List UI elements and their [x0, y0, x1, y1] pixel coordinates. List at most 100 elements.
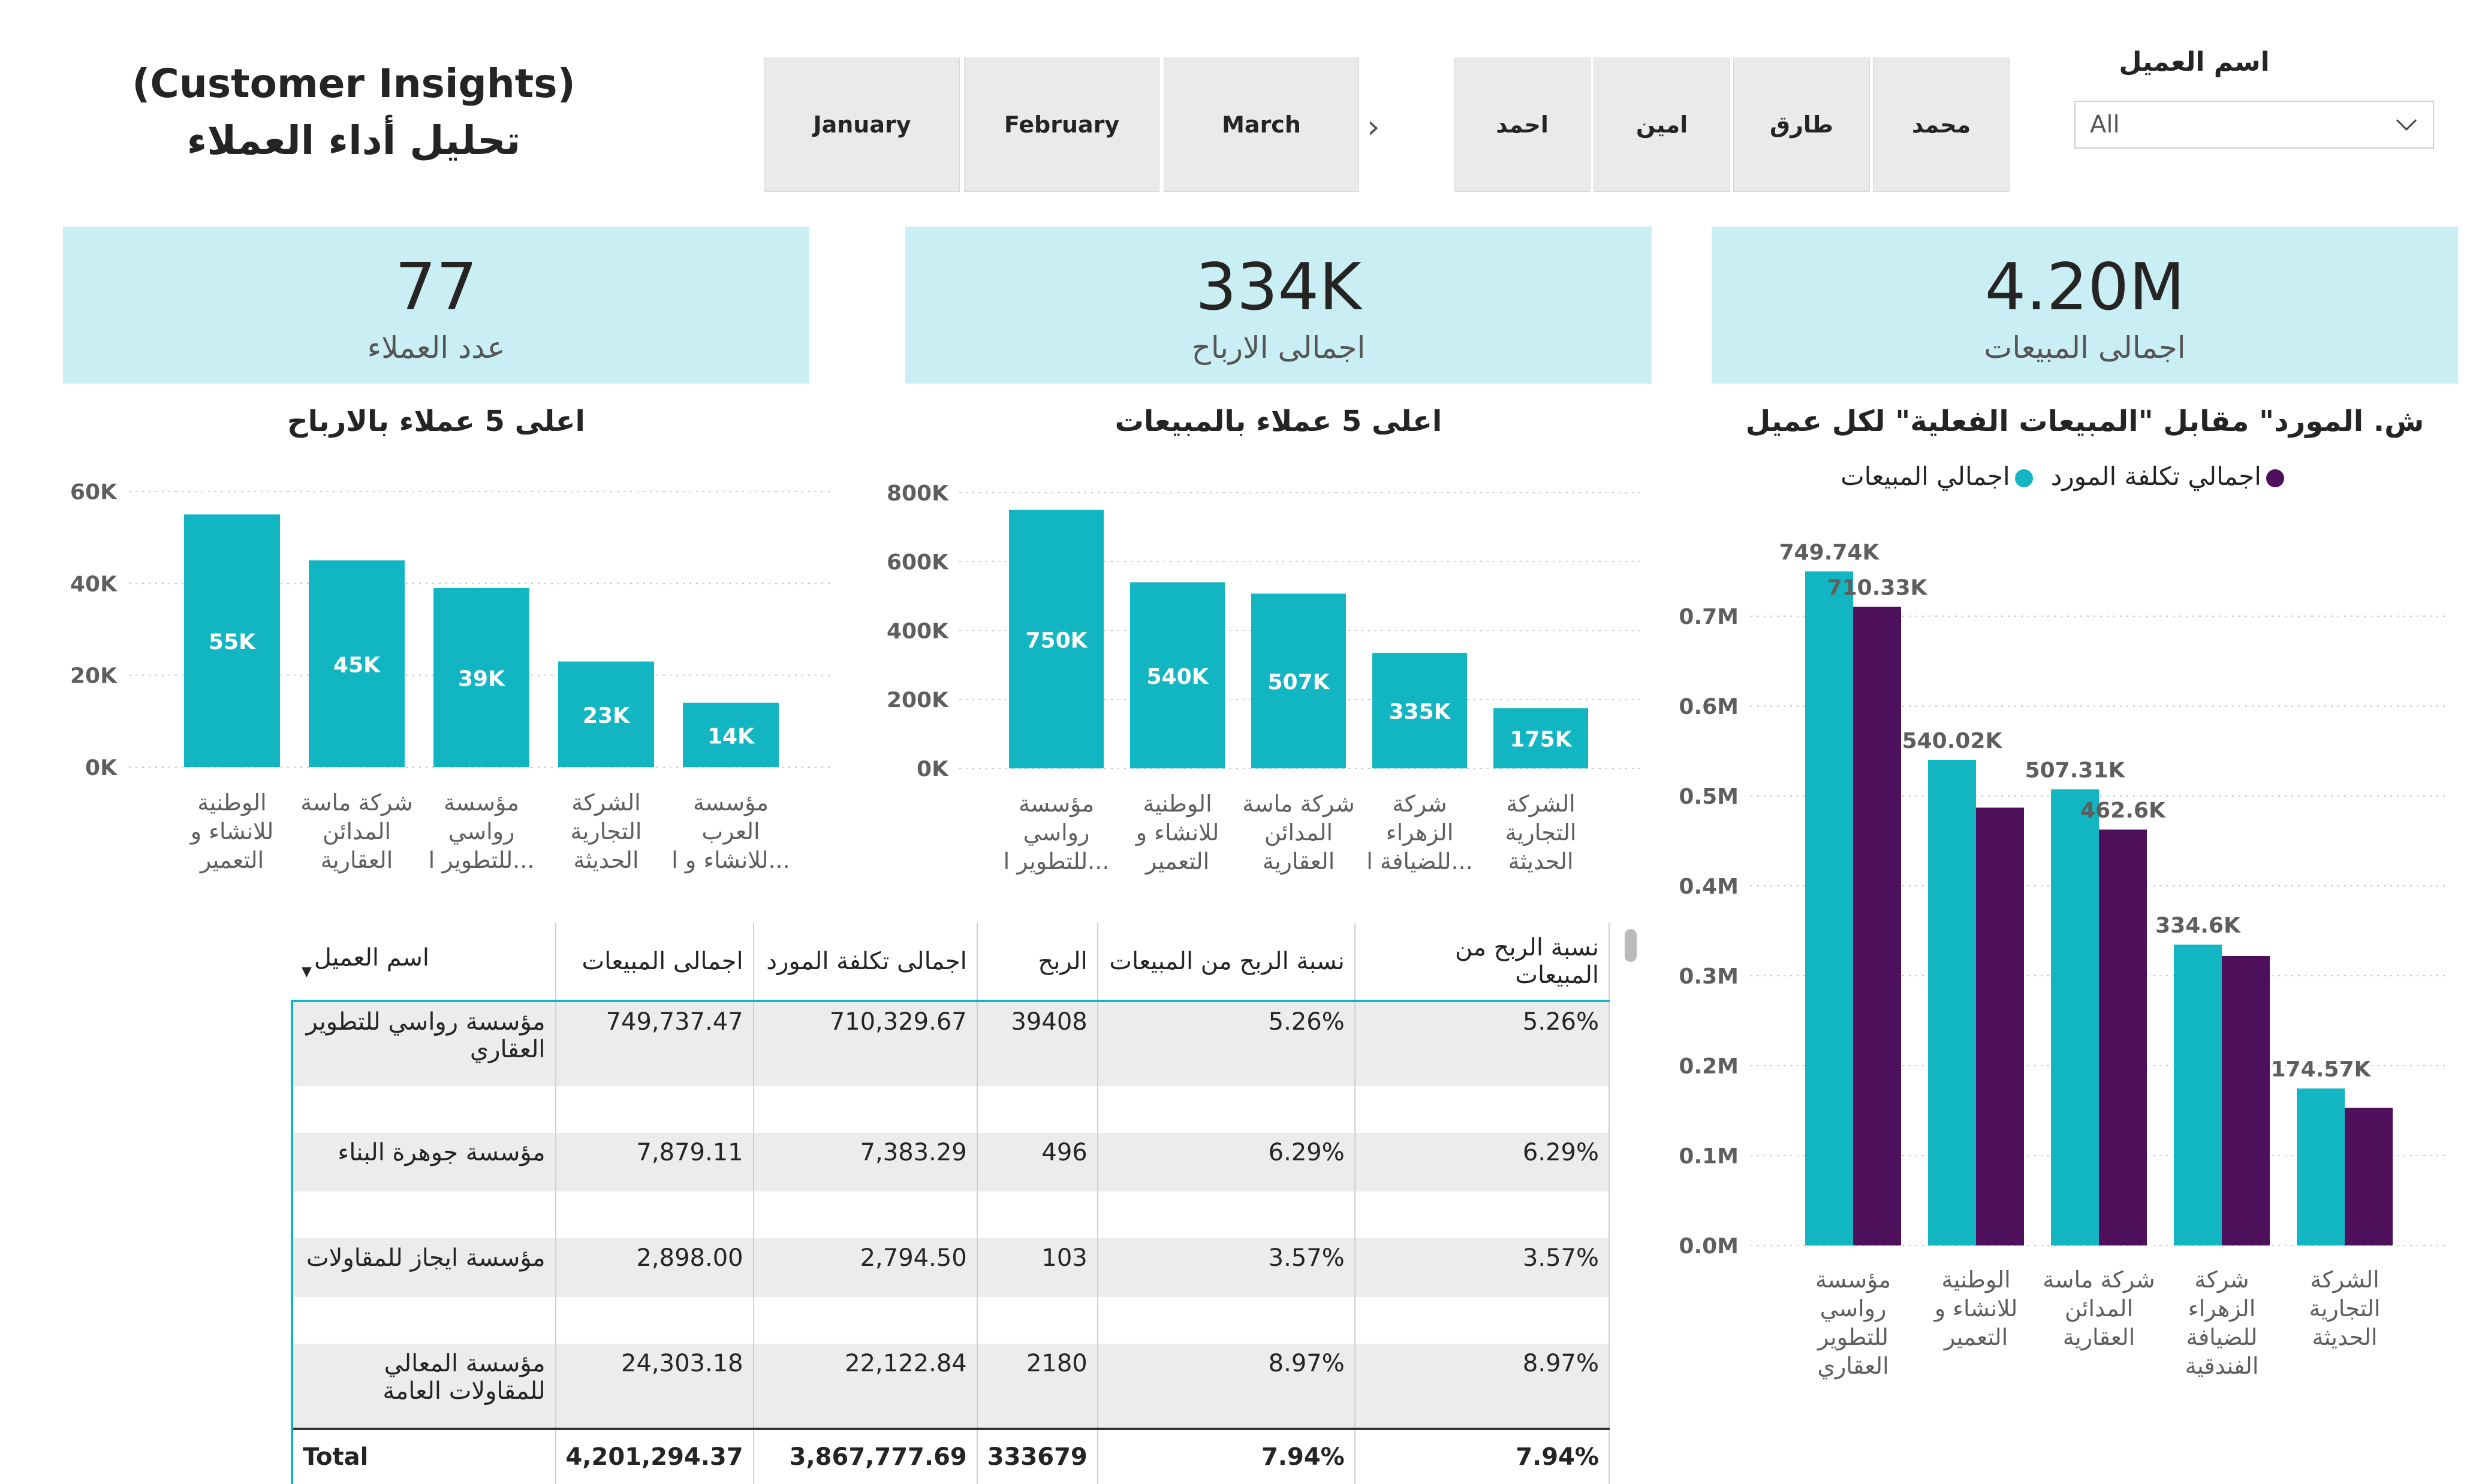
column-header-customer[interactable]: ▼ اسم العميل	[292, 923, 556, 1002]
bar-data-label: 507K	[1267, 670, 1330, 695]
table-scrollbar[interactable]	[1625, 929, 1637, 962]
x-tick-label: للضيافة	[2186, 1324, 2258, 1350]
x-tick-label: المدائن	[1264, 819, 1333, 846]
bar-cost	[2222, 956, 2270, 1245]
y-tick-label: 0K	[917, 757, 949, 782]
sort-arrow-icon[interactable]: ▼	[302, 964, 312, 979]
month-button-march[interactable]: March	[1164, 58, 1359, 192]
kpi-profit-label: اجمالى الارباح	[1191, 330, 1366, 365]
x-tick-label: التجارية	[1505, 819, 1576, 846]
x-tick-label: المدائن	[2065, 1295, 2133, 1322]
x-tick-label: التعمير	[199, 847, 264, 874]
month-button-february[interactable]: February	[964, 58, 1159, 192]
x-tick-label: للانشاء و	[1135, 819, 1219, 846]
x-tick-label: رواسي	[448, 818, 515, 845]
report-title: (Customer Insights) تحليل أداء العملاء	[108, 57, 600, 171]
bar-data-label: 710.33K	[1827, 576, 1928, 601]
kpi-profit-value: 334K	[1195, 250, 1362, 325]
x-tick-label: العقاري	[1817, 1353, 1888, 1379]
y-tick-label: 0.3M	[1679, 964, 1739, 989]
bar-cost	[2099, 830, 2147, 1245]
y-tick-label: 0.1M	[1679, 1144, 1739, 1169]
name-button-tarek[interactable]: طارق	[1733, 58, 1870, 192]
x-tick-label: الحديثة	[1508, 848, 1573, 874]
bar	[309, 560, 405, 767]
bar-cost	[1853, 607, 1901, 1245]
name-button-ahmed[interactable]: احمد	[1454, 58, 1591, 192]
x-tick-label: المدائن	[323, 818, 391, 845]
x-tick-label: العقارية	[2063, 1324, 2135, 1350]
x-tick-label: مؤسسة	[693, 789, 769, 816]
y-tick-label: 0.0M	[1679, 1234, 1739, 1259]
bar	[1251, 593, 1346, 768]
x-tick-label: العقارية	[321, 847, 393, 873]
legend-item-sales: اجمالي المبيعات	[1841, 462, 2033, 491]
bar	[1130, 582, 1225, 768]
bar-data-label: 39K	[458, 667, 505, 692]
x-tick-label: الشركة	[1506, 791, 1575, 818]
x-tick-label: الوطنية	[197, 789, 266, 816]
kpi-card-customers: 77 عدد العملاء	[63, 227, 809, 384]
kpi-card-sales: 4.20M اجمالى المبيعات	[1712, 227, 2458, 384]
chart-compare-legend: اجمالي تكلفة المورد اجمالي المبيعات	[1787, 462, 2338, 491]
x-tick-label: الوطنية	[1941, 1266, 2010, 1293]
chevron-down-icon	[2396, 119, 2417, 131]
x-tick-label: للتطوير ا...	[1004, 848, 1110, 875]
name-button-mohamed[interactable]: محمد	[1873, 58, 2010, 192]
month-button-january[interactable]: January	[764, 58, 960, 192]
chart-sales: 0K 200K 400K 600K 800K 750K مؤسسةرواسيللتطوير …	[887, 481, 1643, 875]
kpi-customers-value: 77	[394, 250, 478, 325]
customer-filter-label: اسم العميل	[2119, 47, 2270, 77]
bar-data-label: 507.31K	[2025, 758, 2126, 783]
bar-data-label: 750K	[1025, 628, 1088, 653]
column-header-margin[interactable]: نسبة الربح من المبيعات	[1097, 923, 1356, 1002]
y-tick-label: 600K	[887, 550, 949, 575]
chart-sales-title: اعلى 5 عملاء بالمبيعات	[1115, 405, 1442, 438]
column-header-cost[interactable]: اجمالى تكلفة المورد	[753, 923, 978, 1002]
x-tick-label: التجارية	[2309, 1295, 2380, 1322]
bar-sales	[1928, 759, 1976, 1245]
kpi-sales-value: 4.20M	[1984, 250, 2185, 325]
x-tick-label: العقارية	[1263, 848, 1335, 874]
table-row[interactable]: مؤسسة ايجاز للمقاولات 2,898.00 2,794.50 …	[291, 1238, 1610, 1297]
x-tick-label: للانشاء و	[1933, 1295, 2018, 1322]
table-row[interactable]: مؤسسة جوهرة البناء 7,879.11 7,383.29 496…	[291, 1133, 1610, 1192]
bar-data-label: 55K	[209, 630, 256, 654]
bar-data-label: 23K	[583, 704, 630, 728]
y-tick-label: 40K	[70, 572, 118, 596]
y-tick-label: 0.4M	[1679, 874, 1739, 899]
customer-filter-dropdown[interactable]: All	[2074, 101, 2434, 149]
x-tick-label: شركة ماسة	[2043, 1266, 2155, 1293]
table-row[interactable]: مؤسسة رواسي للتطوير العقاري 749,737.47 7…	[291, 1001, 1610, 1086]
x-tick-label: الحديثة	[573, 847, 638, 873]
x-tick-label: للانشاء و ا...	[671, 847, 790, 874]
bar-data-label: 540K	[1146, 665, 1209, 689]
column-header-sales[interactable]: اجمالى المبيعات	[555, 923, 754, 1002]
title-arabic: تحليل أداء العملاء	[186, 117, 521, 164]
customer-table: ▼ اسم العميل اجمالى المبيعات اجمالى تكلفة…	[291, 923, 1610, 1484]
x-tick-label: شركة ماسة	[300, 789, 413, 816]
x-tick-label: الفندقية	[2185, 1353, 2259, 1379]
bar-data-label: 462.6K	[2080, 798, 2166, 823]
y-tick-label: 400K	[887, 619, 949, 644]
legend-dot-icon	[2014, 469, 2033, 487]
y-tick-label: 0.5M	[1679, 785, 1739, 809]
name-button-amin[interactable]: امين	[1594, 58, 1730, 192]
x-tick-label: شركة ماسة	[1242, 791, 1355, 818]
column-header-profit[interactable]: الربح	[977, 923, 1098, 1002]
bar	[1009, 509, 1104, 768]
x-tick-label: رواسي	[1820, 1295, 1887, 1322]
x-tick-label: شركة	[2194, 1266, 2249, 1293]
table-row[interactable]: مؤسسة المعالي للمقاولات العامة 24,303.18…	[291, 1344, 1610, 1429]
x-tick-label: للانشاء و	[189, 818, 274, 845]
chevron-right-icon[interactable]: ›	[1367, 108, 1380, 146]
x-tick-label: الشركة	[2310, 1266, 2379, 1293]
bar	[683, 702, 779, 767]
bar-data-label: 335K	[1388, 700, 1451, 725]
y-tick-label: 20K	[70, 664, 118, 689]
column-header-margin-2[interactable]: نسبة الربح من المبيعات	[1354, 923, 1610, 1002]
y-tick-label: 200K	[887, 688, 949, 713]
bar	[558, 661, 654, 767]
bar-data-label: 540.02K	[1902, 729, 2003, 753]
